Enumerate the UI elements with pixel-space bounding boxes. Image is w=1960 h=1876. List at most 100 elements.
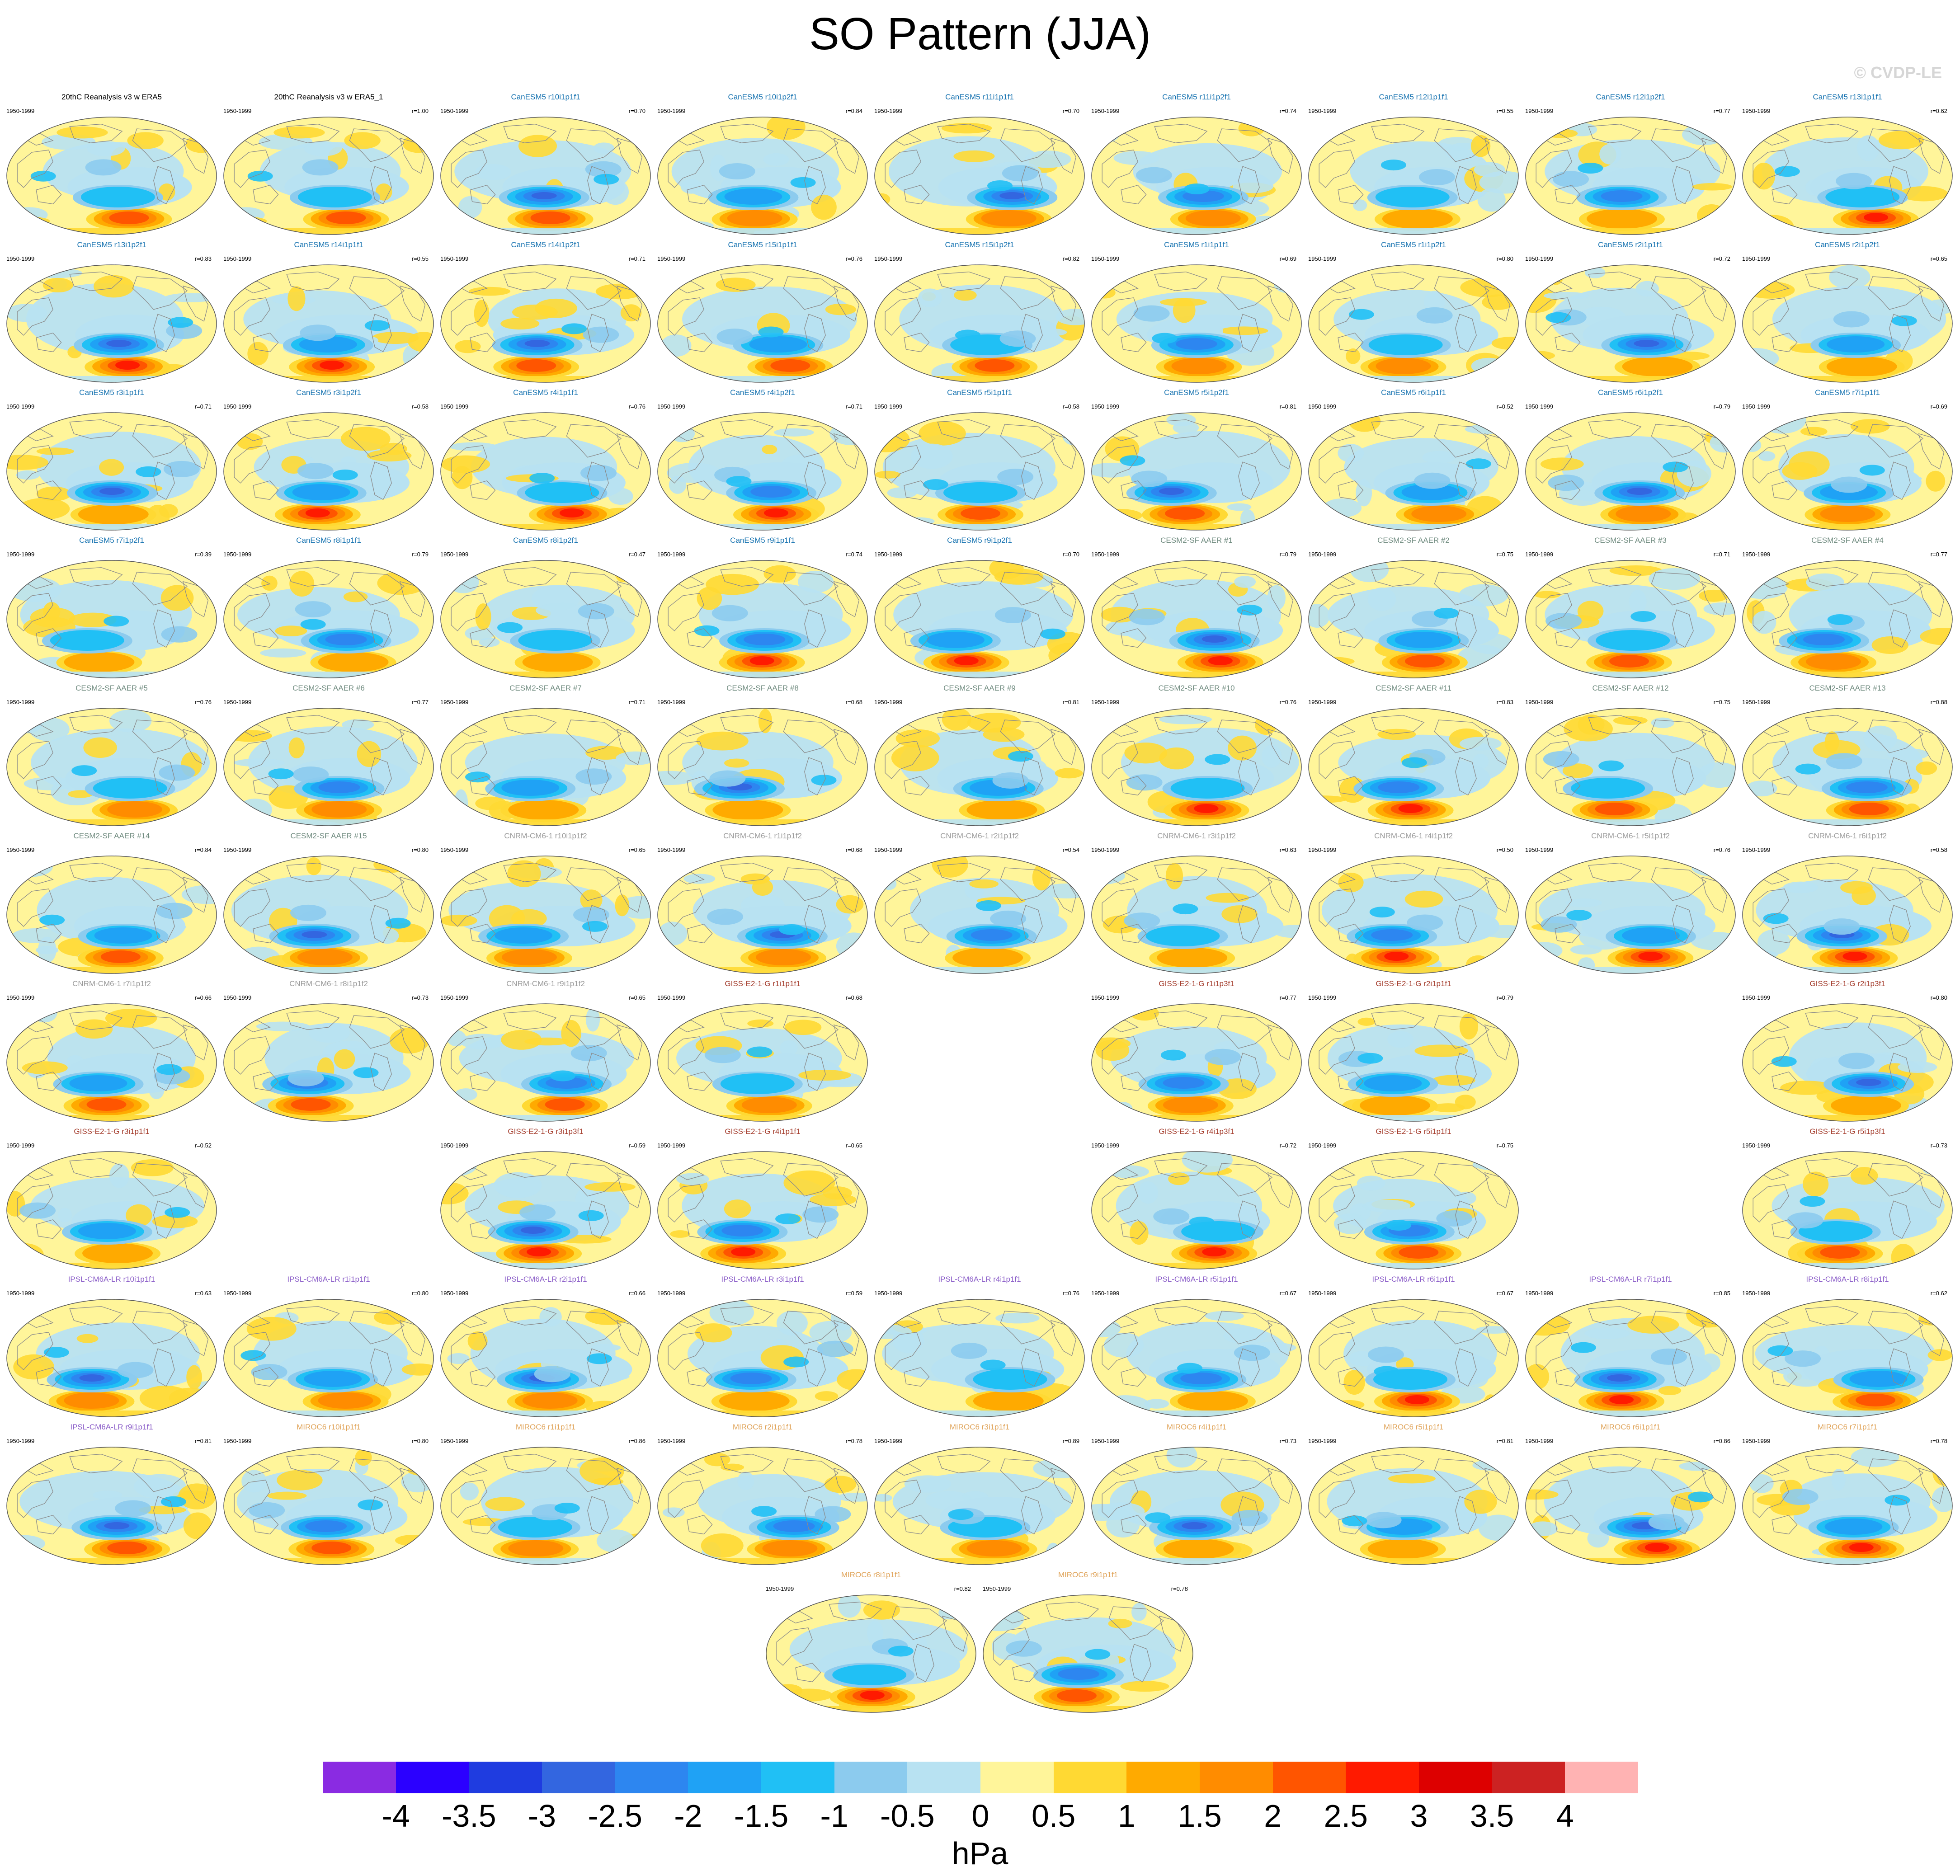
map-panel: CESM2-SF AAER #2 1950-1999 r=0.75 (1306, 536, 1521, 680)
panel-title: CESM2-SF AAER #10 (1158, 684, 1235, 692)
colorbar (323, 1762, 1639, 1793)
colorbar-swatch (907, 1762, 981, 1793)
colorbar-swatch (1565, 1762, 1639, 1793)
coastlines (1753, 1010, 1945, 1091)
panel-period: 1950-1999 (1091, 255, 1120, 262)
panel-title: CNRM-CM6-1 r3i1p1f2 (1157, 832, 1236, 840)
panel-title: IPSL-CM6A-LR r3i1p1f1 (721, 1275, 804, 1284)
map-field (440, 1003, 651, 1122)
panel-correlation: r=0.71 (194, 403, 212, 410)
coastlines (885, 419, 1077, 500)
panel-period: 1950-1999 (1091, 403, 1120, 410)
panel-correlation: r=0.52 (194, 1142, 212, 1149)
panel-correlation: r=0.83 (1496, 699, 1513, 705)
panel-correlation: r=0.80 (1930, 994, 1947, 1001)
panel-correlation: r=0.75 (1713, 699, 1730, 705)
panel-correlation: r=0.86 (628, 1438, 645, 1444)
panel-title: IPSL-CM6A-LR r8i1p1f1 (1806, 1275, 1889, 1284)
panel-period: 1950-1999 (1091, 699, 1120, 705)
map-field (440, 412, 651, 531)
panel-title: CanESM5 r2i1p1f1 (1598, 240, 1663, 249)
map-panel: CNRM-CM6-1 r1i1p1f2 1950-1999 r=0.68 (655, 832, 870, 975)
panel-title: CESM2-SF AAER #14 (73, 832, 150, 840)
map-field (1308, 560, 1519, 678)
map-field (874, 1447, 1085, 1565)
coastlines (885, 567, 1077, 648)
panel-title: CESM2-SF AAER #13 (1809, 684, 1886, 692)
panel-correlation: r=0.76 (194, 699, 212, 705)
map-panel: CanESM5 r14i1p2f1 1950-1999 r=0.71 (438, 240, 653, 384)
map-field (874, 560, 1085, 678)
map-field (1091, 560, 1302, 678)
map-field (6, 856, 217, 974)
map-panel: CNRM-CM6-1 r4i1p1f2 1950-1999 r=0.50 (1306, 832, 1521, 975)
map-panel: CESM2-SF AAER #12 1950-1999 r=0.75 (1523, 684, 1738, 828)
panel-title: GISS-E2-1-G r3i1p1f1 (74, 1127, 150, 1136)
panel-title: CNRM-CM6-1 r1i1p1f2 (723, 832, 802, 840)
figure-title: SO Pattern (JJA) (809, 9, 1151, 59)
map-field (1525, 560, 1736, 678)
map-panel: MIROC6 r5i1p1f1 1950-1999 r=0.81 (1306, 1423, 1521, 1566)
map-field (1742, 1151, 1953, 1269)
coastlines (451, 567, 643, 648)
panel-correlation: r=0.75 (1496, 551, 1513, 558)
panel-title: MIROC6 r3i1p1f1 (949, 1423, 1010, 1431)
map-panel: IPSL-CM6A-LR r8i1p1f1 1950-1999 r=0.62 (1740, 1275, 1955, 1419)
map-field (1308, 1299, 1519, 1417)
map-field (1742, 264, 1953, 383)
map-panel: CanESM5 r3i1p2f1 1950-1999 r=0.58 (221, 388, 436, 532)
panel-title: CanESM5 r11i1p1f1 (945, 93, 1014, 101)
panel-period: 1950-1999 (1308, 846, 1337, 853)
panel-period: 1950-1999 (1742, 994, 1771, 1001)
panel-title: CanESM5 r13i1p1f1 (1813, 93, 1882, 101)
map-panel: GISS-E2-1-G r2i1p3f1 1950-1999 r=0.80 (1740, 979, 1955, 1123)
panel-period: 1950-1999 (1742, 108, 1771, 114)
panel-correlation: r=0.81 (1279, 403, 1296, 410)
map-field (1308, 1151, 1519, 1269)
colorbar-swatch (980, 1762, 1054, 1793)
panel-period: 1950-1999 (983, 1585, 1011, 1592)
map-field (223, 412, 434, 531)
map-panel: MIROC6 r6i1p1f1 1950-1999 r=0.86 (1523, 1423, 1738, 1566)
map-field (6, 560, 217, 678)
map-panel: IPSL-CM6A-LR r4i1p1f1 1950-1999 r=0.76 (872, 1275, 1087, 1419)
map-panel: CanESM5 r6i1p2f1 1950-1999 r=0.79 (1523, 388, 1738, 532)
panel-title: CanESM5 r1i1p1f1 (1164, 240, 1229, 249)
map-panel: CanESM5 r5i1p2f1 1950-1999 r=0.81 (1089, 388, 1304, 532)
panel-correlation: r=0.59 (628, 1142, 645, 1149)
map-panel: CanESM5 r10i1p1f1 1950-1999 r=0.70 (438, 93, 653, 236)
panel-period: 1950-1999 (223, 108, 252, 114)
map-panel: MIROC6 r10i1p1f1 1950-1999 r=0.80 (221, 1423, 436, 1566)
map-panel: MIROC6 r3i1p1f1 1950-1999 r=0.89 (872, 1423, 1087, 1566)
panel-period: 1950-1999 (1742, 846, 1771, 853)
panel-title: CanESM5 r5i1p2f1 (1164, 388, 1229, 397)
map-panel: CESM2-SF AAER #5 1950-1999 r=0.76 (5, 684, 219, 828)
panel-period: 1950-1999 (1742, 1142, 1771, 1149)
panel-title: GISS-E2-1-G r2i1p3f1 (1809, 979, 1885, 988)
panel-period: 1950-1999 (1525, 255, 1554, 262)
panel-period: 1950-1999 (6, 403, 35, 410)
map-field (223, 708, 434, 826)
panel-period: 1950-1999 (657, 699, 686, 705)
map-field (1091, 412, 1302, 531)
panel-period: 1950-1999 (1525, 1290, 1554, 1297)
map-panel: CESM2-SF AAER #8 1950-1999 r=0.68 (655, 684, 870, 828)
panel-period: 1950-1999 (223, 994, 252, 1001)
map-field (1742, 708, 1953, 826)
panel-correlation: r=0.76 (1279, 699, 1296, 705)
panel-correlation: r=0.65 (628, 994, 645, 1001)
panel-title: 20thC Reanalysis v3 w ERA5_1 (274, 93, 383, 101)
map-field (1742, 1003, 1953, 1122)
colorbar-swatch (615, 1762, 688, 1793)
panel-title: CESM2-SF AAER #6 (292, 684, 365, 692)
panel-correlation: r=0.77 (1279, 994, 1296, 1001)
panel-period: 1950-1999 (1308, 403, 1337, 410)
map-panel: CanESM5 r14i1p1f1 1950-1999 r=0.55 (221, 240, 436, 384)
panel-period: 1950-1999 (1308, 108, 1337, 114)
panel-title: 20thC Reanalysis v3 w ERA5 (61, 93, 162, 101)
panel-correlation: r=0.73 (411, 994, 429, 1001)
panel-correlation: r=0.70 (1062, 551, 1079, 558)
panel-title: CanESM5 r7i1p1f1 (1815, 388, 1880, 397)
map-panel: IPSL-CM6A-LR r1i1p1f1 1950-1999 r=0.80 (221, 1275, 436, 1419)
panel-period: 1950-1999 (223, 403, 252, 410)
